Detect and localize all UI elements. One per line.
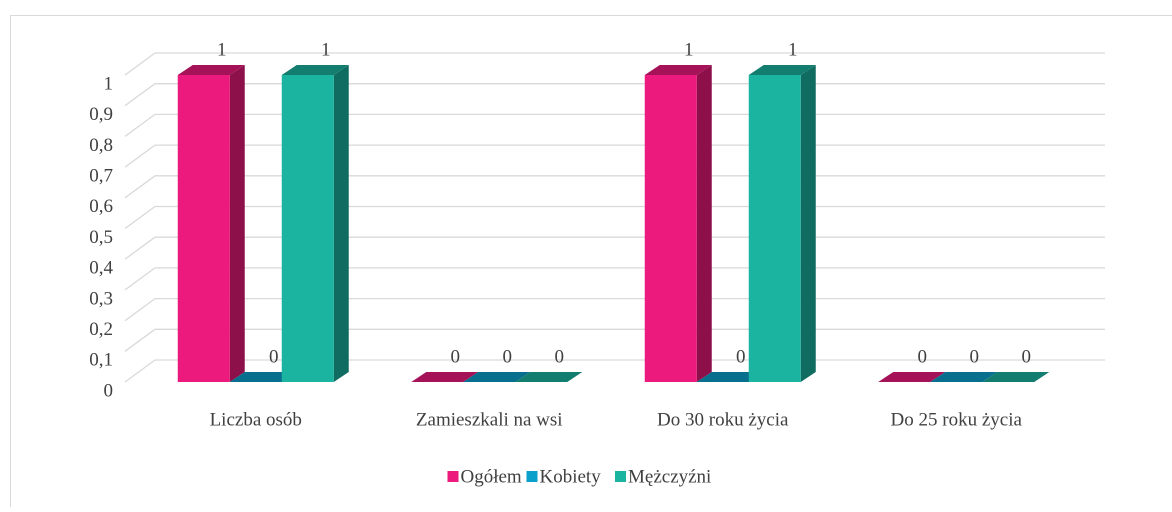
y-tick-label: 1 — [104, 73, 114, 94]
data-label: 0 — [555, 346, 565, 367]
data-label: 1 — [321, 39, 331, 60]
y-tick-label: 0,2 — [89, 319, 113, 340]
y-tick-label: 0 — [104, 380, 114, 401]
y-tick-label: 0,9 — [89, 104, 113, 125]
legend-label: Ogółem — [461, 466, 522, 487]
x-tick-label: Zamieszkali na wsi — [416, 409, 563, 430]
y-tick-label: 0,3 — [89, 288, 113, 309]
bar-front — [282, 75, 334, 382]
data-label: 1 — [788, 39, 798, 60]
bar-front — [178, 75, 230, 382]
y-tick-label: 0,1 — [89, 350, 113, 371]
legend-swatch — [615, 471, 626, 482]
data-label: 0 — [736, 346, 746, 367]
y-tick-label: 0,8 — [89, 135, 113, 156]
y-tick-label: 0,7 — [89, 165, 113, 186]
data-label: 0 — [503, 346, 513, 367]
data-label: 0 — [1022, 346, 1032, 367]
bar — [749, 65, 816, 382]
y-tick-label: 0,6 — [89, 196, 113, 217]
bar-side — [801, 65, 816, 382]
data-label: 0 — [970, 346, 980, 367]
bar-side — [230, 65, 245, 382]
data-label: 0 — [269, 346, 279, 367]
bar — [645, 65, 712, 382]
legend-label: Kobiety — [540, 466, 602, 487]
bar — [178, 65, 245, 382]
data-label: 0 — [918, 346, 928, 367]
bar-side — [334, 65, 349, 382]
bar-side — [697, 65, 712, 382]
x-tick-label: Do 30 roku życia — [657, 409, 789, 430]
legend-label: Mężczyźni — [628, 466, 711, 487]
legend-swatch — [527, 471, 538, 482]
data-label: 0 — [451, 346, 461, 367]
x-tick-label: Do 25 roku życia — [891, 409, 1023, 430]
data-label: 1 — [684, 39, 694, 60]
bar-front — [645, 75, 697, 382]
bar-front — [749, 75, 801, 382]
x-tick-label: Liczba osób — [210, 409, 302, 430]
bar — [282, 65, 349, 382]
y-tick-label: 0,4 — [89, 258, 113, 279]
legend-swatch — [448, 471, 459, 482]
y-tick-label: 0,5 — [89, 227, 113, 248]
data-label: 1 — [217, 39, 227, 60]
